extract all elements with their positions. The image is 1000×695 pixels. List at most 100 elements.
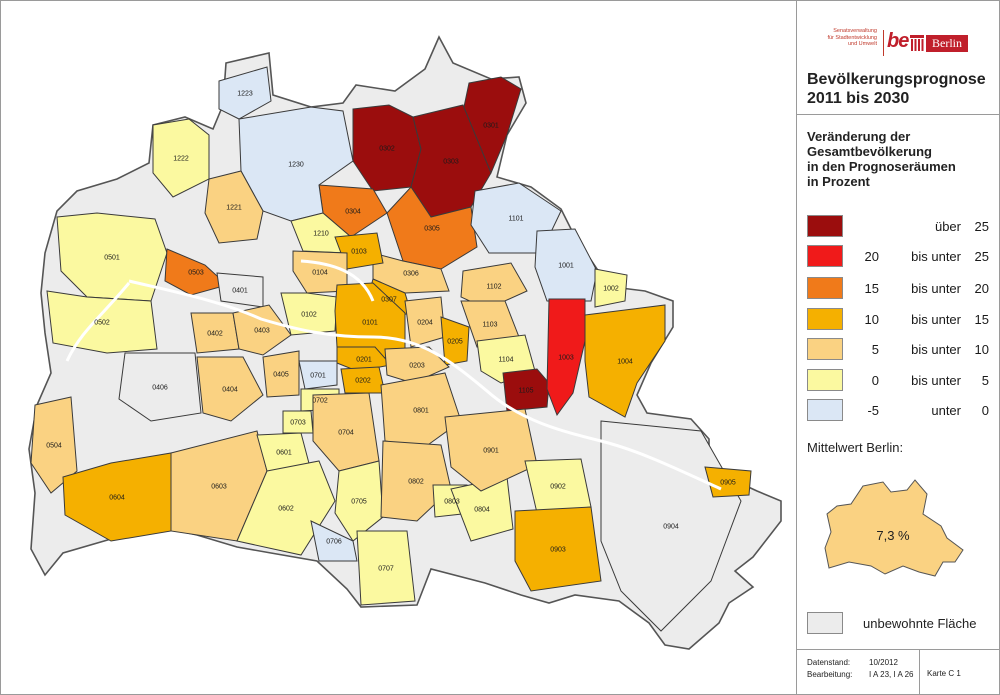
area-0701 — [298, 360, 338, 390]
area-label-0406: 0406 — [152, 385, 168, 392]
legend-uninhabited: unbewohnte Fläche — [807, 612, 1000, 636]
legend-relation: bis unter — [911, 249, 961, 264]
logo-text: Senatsverwaltung für Stadtentwicklung un… — [827, 28, 877, 47]
area-label-0203: 0203 — [409, 363, 425, 370]
legend-relation: unter — [931, 403, 961, 418]
area-label-0303: 0303 — [443, 159, 459, 166]
map-number: Karte C 1 — [927, 669, 961, 678]
area-label-1210: 1210 — [313, 231, 329, 238]
divider — [797, 114, 1000, 115]
area-label-0302: 0302 — [379, 146, 395, 153]
area-label-0104: 0104 — [312, 270, 328, 277]
berlin-map-svg: 0301 0302 0303 0304 0305 0306 0307 1223 1222 1230… — [28, 35, 782, 650]
area-label-1104: 1104 — [498, 357, 513, 364]
area-label-0205: 0205 — [447, 339, 463, 346]
area-label-0501: 0501 — [104, 255, 120, 262]
legend-title: Veränderung der Gesamtbevölkerung in den… — [807, 129, 956, 189]
area-1223 — [218, 66, 272, 120]
area-0503 — [164, 248, 229, 296]
legend-from: 20 — [864, 249, 879, 264]
mean-value: 7,3 % — [876, 528, 910, 543]
area-label-0202: 0202 — [355, 378, 371, 385]
area-label-0803: 0803 — [444, 499, 460, 506]
area-label-1230: 1230 — [288, 162, 304, 169]
area-label-0101: 0101 — [362, 320, 378, 327]
legend-swatch — [807, 338, 843, 360]
legend-class-4: 5 bis unter 10 — [807, 338, 1000, 360]
area-label-0705: 0705 — [351, 499, 367, 506]
legend-relation: bis unter — [911, 312, 961, 327]
area-label-0403: 0403 — [254, 328, 270, 335]
area-label-0704: 0704 — [338, 430, 354, 437]
area-label-0401: 0401 — [232, 288, 248, 295]
footer-separator — [919, 650, 920, 695]
mean-berlin-shape — [824, 479, 964, 577]
area-1221 — [204, 170, 264, 244]
legend-from: 15 — [864, 281, 879, 296]
area-label-0404: 0404 — [222, 387, 238, 394]
legend-to: 25 — [974, 249, 989, 264]
legend-relation: über — [934, 219, 961, 234]
area-label-0304: 0304 — [345, 209, 361, 216]
area-label-0802: 0802 — [408, 479, 424, 486]
area-label-1002: 1002 — [603, 286, 619, 293]
area-0501 — [56, 212, 168, 302]
header-logo: Senatsverwaltung für Stadtentwicklung un… — [797, 0, 1000, 62]
area-label-0801: 0801 — [413, 408, 429, 415]
legend-from: 5 — [871, 342, 879, 357]
footer-divider — [797, 649, 1000, 650]
area-0403 — [232, 304, 292, 356]
area-0705 — [334, 460, 384, 542]
legend-relation: bis unter — [911, 373, 961, 388]
area-1003 — [546, 298, 586, 417]
area-label-0503: 0503 — [188, 270, 204, 277]
area-label-0102: 0102 — [301, 312, 317, 319]
legend-relation: bis unter — [911, 342, 961, 357]
area-1004 — [584, 304, 666, 418]
area-label-0504: 0504 — [46, 443, 62, 450]
area-label-1102: 1102 — [486, 284, 501, 291]
area-label-0405: 0405 — [273, 372, 289, 379]
area-label-1105: 1105 — [518, 388, 533, 395]
area-label-1222: 1222 — [173, 156, 189, 163]
area-0205 — [440, 316, 470, 366]
legend-relation: bis unter — [911, 281, 961, 296]
legend-to: 5 — [981, 373, 989, 388]
legend-class-6: -5 unter 0 — [807, 399, 1000, 421]
legend-to: 25 — [974, 219, 989, 234]
legend-swatch — [807, 215, 843, 237]
legend-to: 10 — [974, 342, 989, 357]
logo-separator — [883, 30, 884, 56]
area-0404 — [196, 356, 264, 422]
legend-to: 0 — [981, 403, 989, 418]
legend-swatch — [807, 277, 843, 299]
legend-swatch — [807, 308, 843, 330]
area-label-0204: 0204 — [417, 320, 433, 327]
berlin-map: 0301 0302 0303 0304 0305 0306 0307 1223 1222 1230… — [1, 1, 796, 694]
area-label-0307: 0307 — [381, 297, 397, 304]
legend-from: 0 — [871, 373, 879, 388]
area-label-0902: 0902 — [550, 484, 566, 491]
area-label-0604: 0604 — [109, 495, 125, 502]
area-label-0901: 0901 — [483, 448, 499, 455]
area-0706 — [310, 520, 358, 562]
area-label-0703: 0703 — [290, 420, 306, 427]
area-label-0502: 0502 — [94, 320, 110, 327]
area-0406 — [118, 352, 202, 422]
area-label-1004: 1004 — [617, 359, 633, 366]
legend-from: 10 — [864, 312, 879, 327]
legend-class-5: 0 bis unter 5 — [807, 369, 1000, 391]
legend-swatch — [807, 369, 843, 391]
area-label-0903: 0903 — [550, 547, 566, 554]
legend-from: -5 — [867, 403, 879, 418]
legend-class-2: 15 bis unter 20 — [807, 277, 1000, 299]
area-0903 — [514, 506, 602, 592]
area-label-1003: 1003 — [558, 355, 574, 362]
area-label-0804: 0804 — [474, 507, 490, 514]
area-label-0603: 0603 — [211, 484, 227, 491]
area-0707 — [356, 530, 416, 606]
area-label-1221: 1221 — [226, 205, 242, 212]
area-label-0702: 0702 — [312, 398, 328, 405]
area-0502 — [46, 290, 158, 354]
logo-berlin: Berlin — [926, 35, 968, 52]
